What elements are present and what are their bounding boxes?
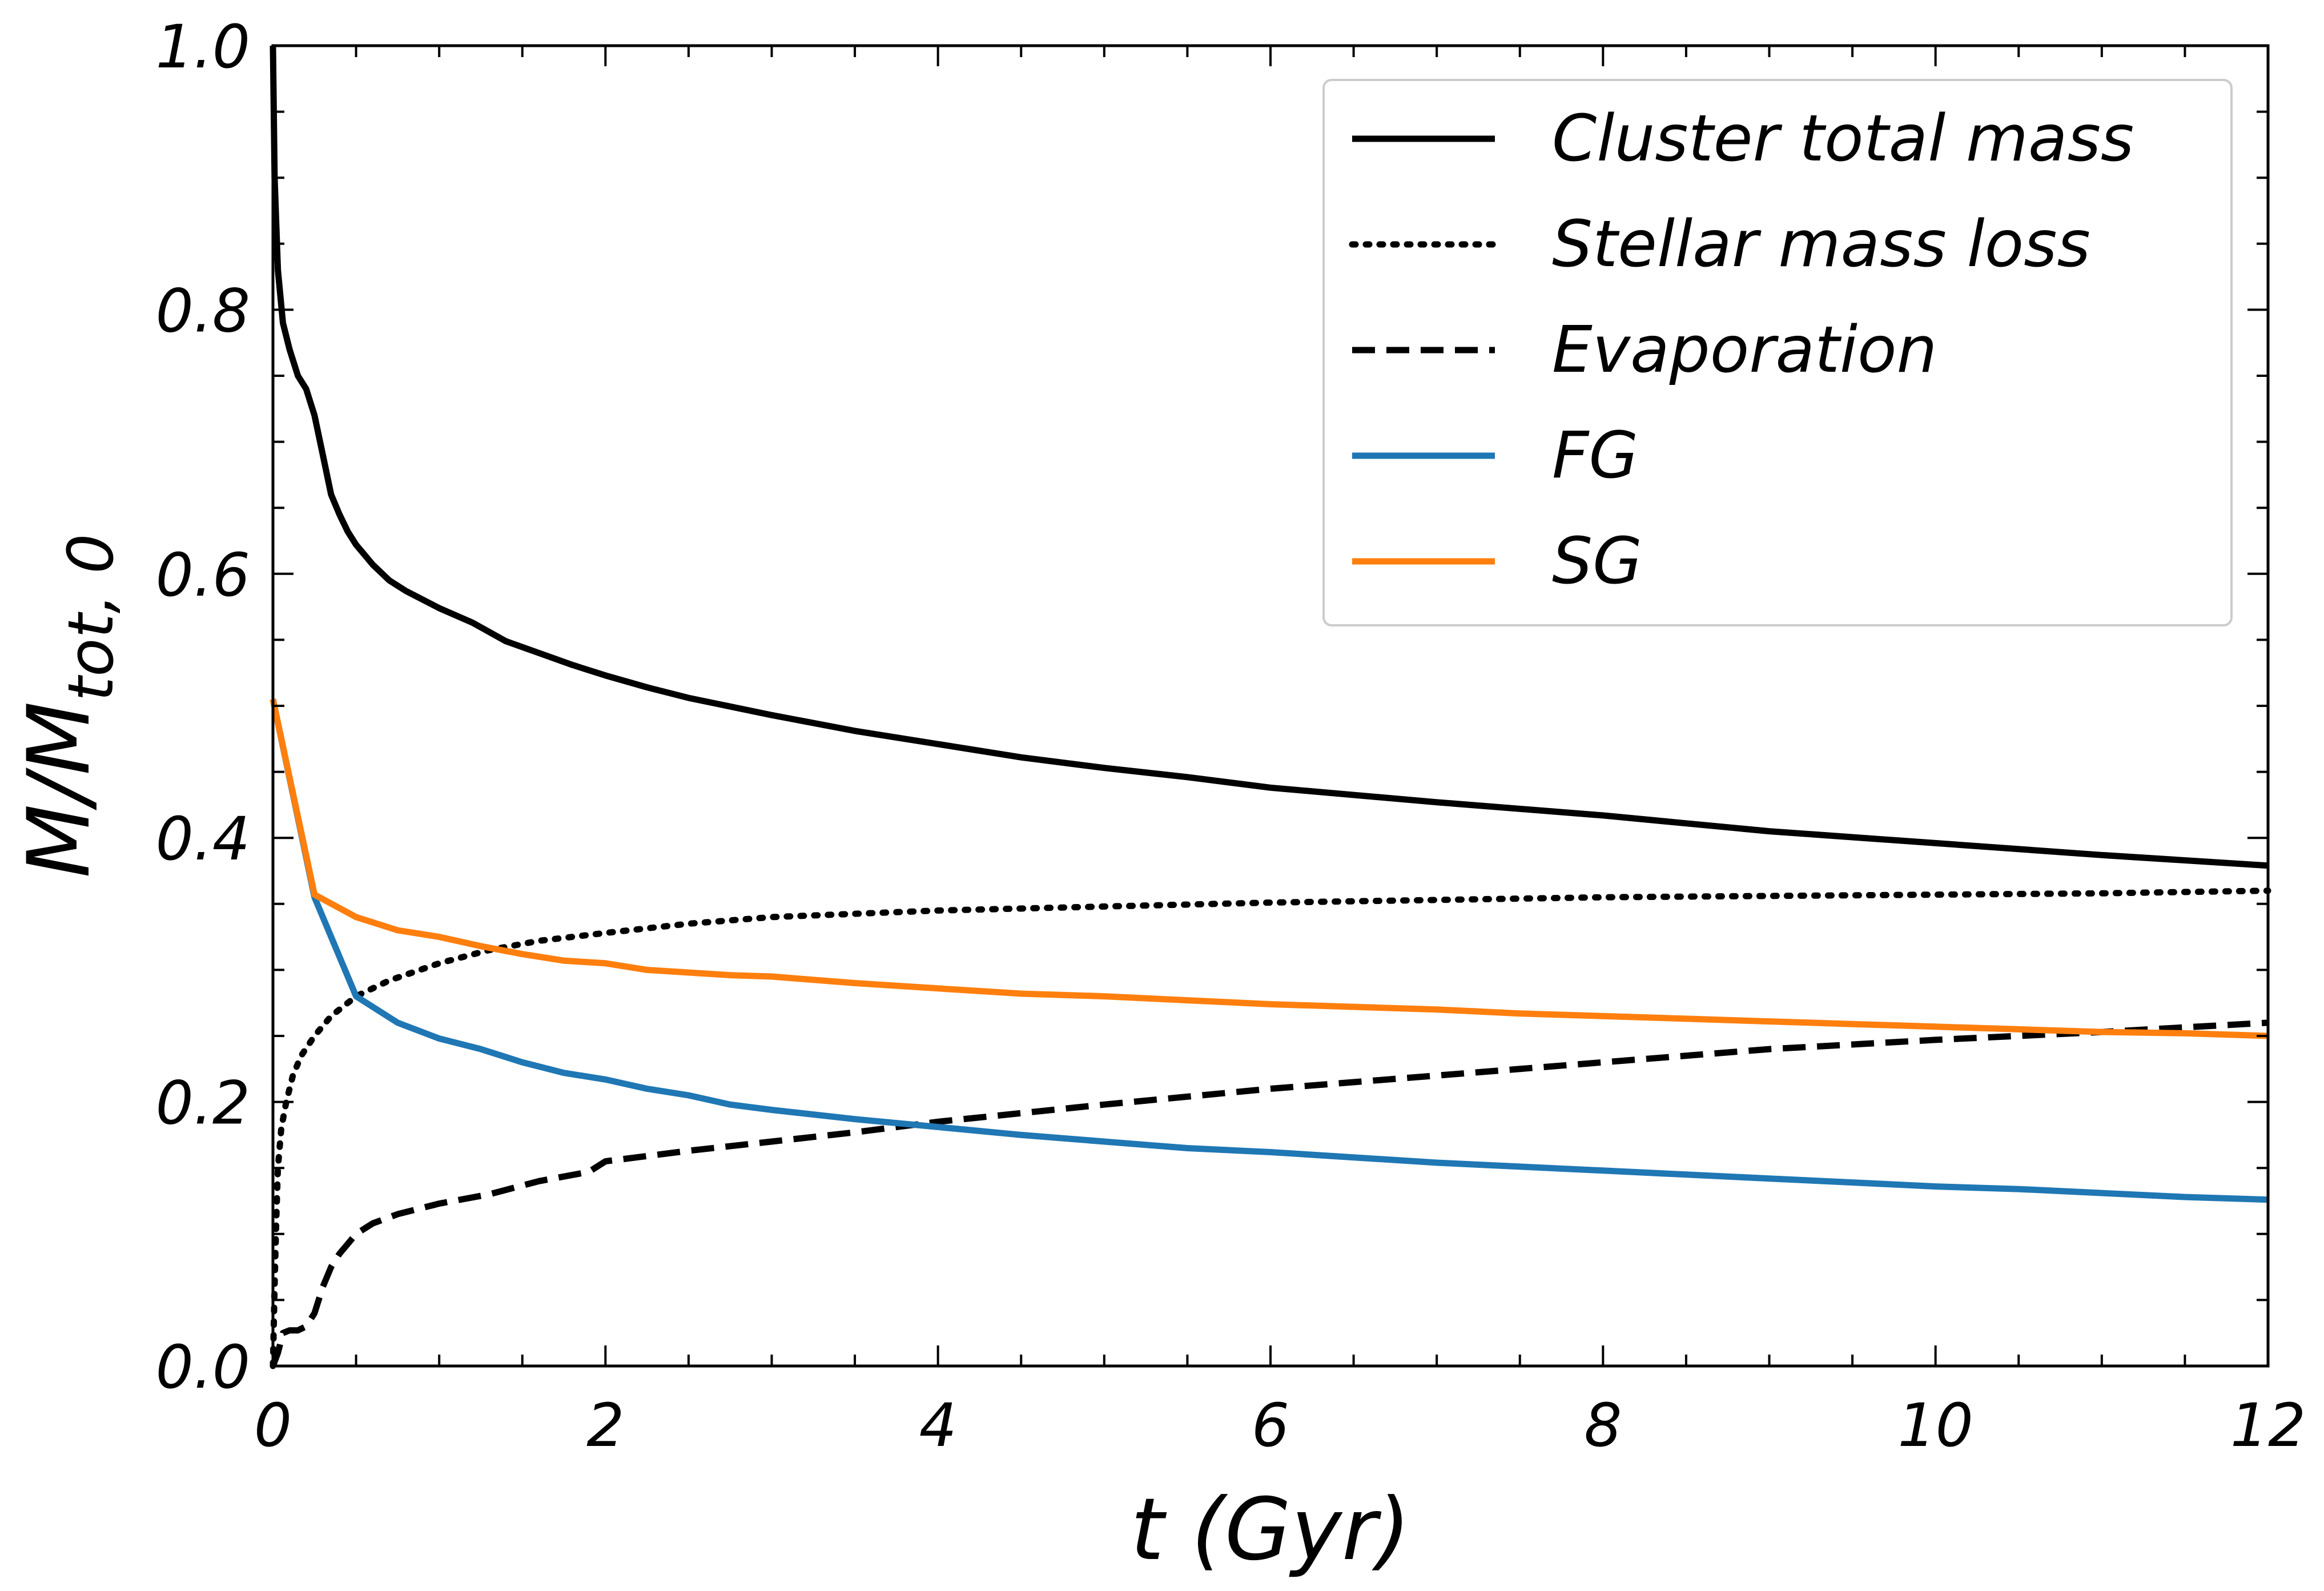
x-tick-label: 8 [1584,1391,1622,1460]
y-tick-label: 0.4 [156,804,250,874]
series-line-sg [270,698,2269,1039]
x-tick-label: 4 [919,1391,957,1460]
y-tick-label: 0.6 [156,540,250,610]
x-tick-label: 12 [2230,1391,2306,1460]
series-line-cluster-total-mass [270,45,2269,869]
x-tick-label: 10 [1897,1391,1973,1460]
y-tick-label: 0.8 [156,276,250,345]
x-tick-label: 0 [254,1391,292,1460]
y-tick-label: 0.2 [156,1068,250,1138]
y-axis-label-main: M/M [10,701,109,878]
legend-label: Evaporation [1552,313,1937,387]
x-axis-label: t (Gyr) [1131,1480,1410,1580]
y-tick-label: 1.0 [156,12,250,82]
series-line-evaporation [270,1019,2269,1367]
y-axis-label: M/Mtot, 0 [10,534,127,878]
legend-box [1322,79,2233,626]
legend-label: Cluster total mass [1552,102,2134,176]
x-tick-label: 2 [586,1391,624,1460]
y-axis-label-subscript: tot, 0 [54,534,127,701]
legend-label: SG [1552,524,1642,598]
series-line-fg [270,698,2269,1203]
x-tick-label: 6 [1252,1391,1289,1460]
legend-label: Stellar mass loss [1552,207,2090,282]
y-tick-label: 0.0 [156,1332,250,1402]
legend-label: FG [1552,419,1638,493]
